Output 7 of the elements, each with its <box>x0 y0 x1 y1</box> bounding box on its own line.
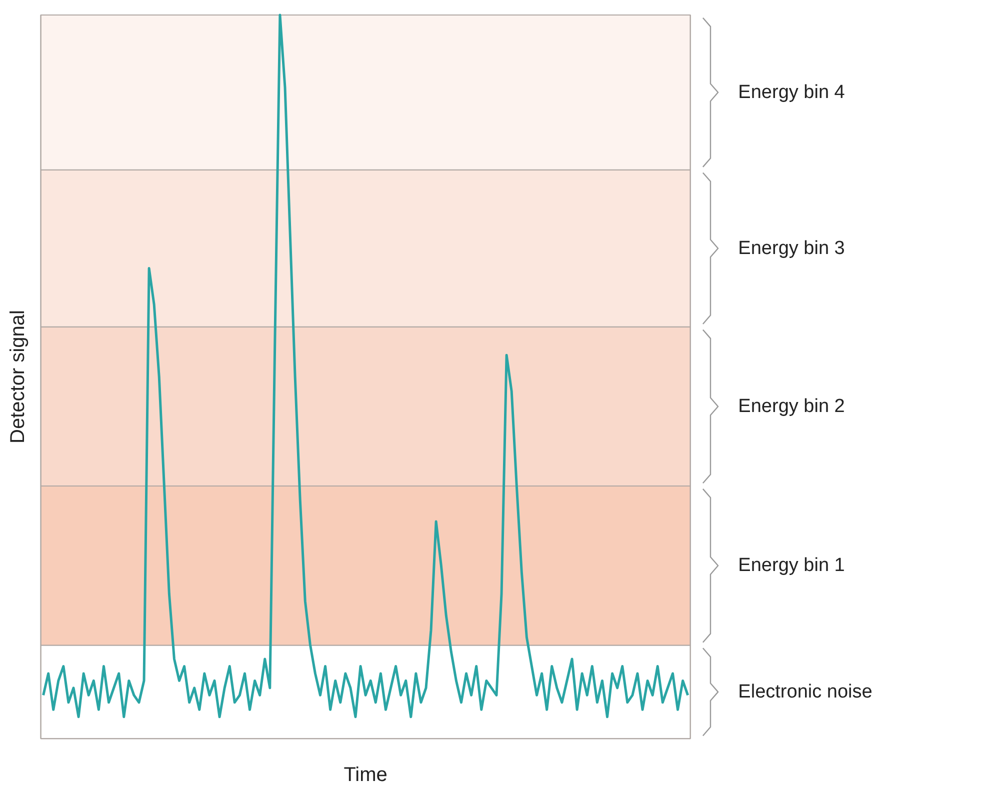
band-label: Electronic noise <box>738 681 872 702</box>
band-label: Energy bin 2 <box>738 396 845 417</box>
y-axis-title: Detector signal <box>7 310 30 444</box>
band-label: Energy bin 4 <box>738 82 846 103</box>
band-label: Energy bin 3 <box>738 238 845 259</box>
x-axis-title: Time <box>344 764 388 786</box>
band-label: Energy bin 1 <box>738 555 845 576</box>
